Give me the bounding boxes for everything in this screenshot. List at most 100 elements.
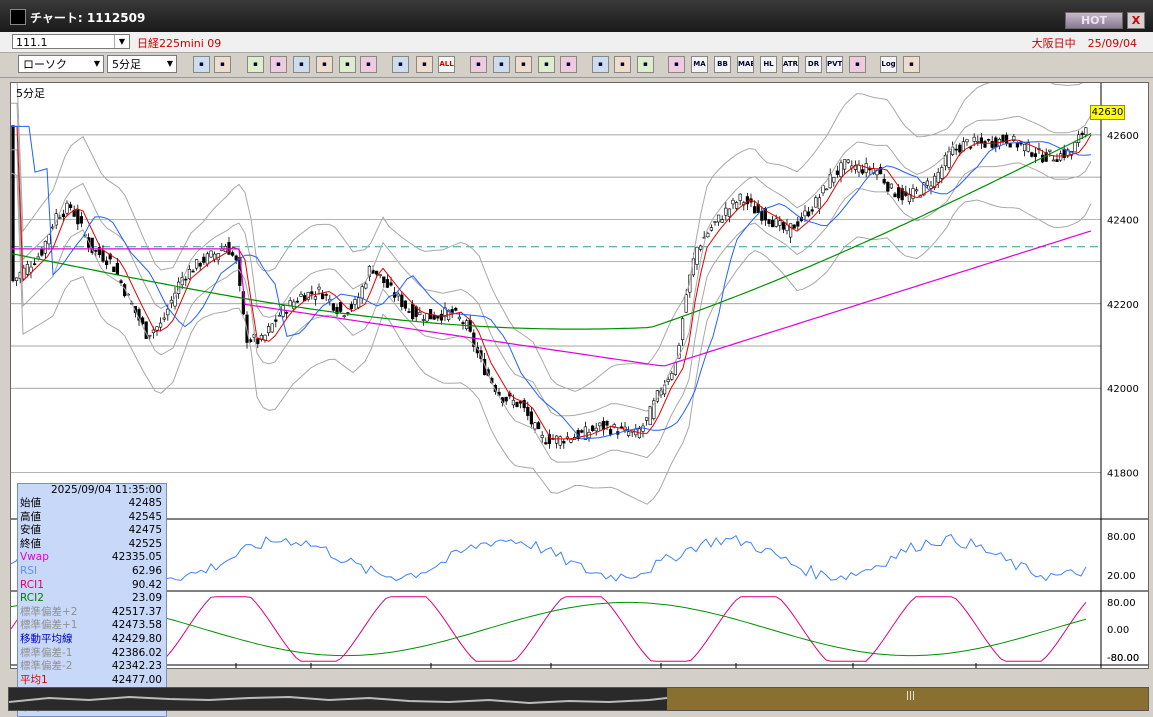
- candle-body: [839, 162, 843, 178]
- market-info: 大阪日中 25/09/04: [1020, 35, 1137, 51]
- candle-body: [565, 436, 569, 439]
- candle-body: [842, 159, 847, 170]
- tool-chart-button[interactable]: ▪: [515, 56, 532, 73]
- candle-body: [979, 137, 983, 143]
- interval-select[interactable]: 5分足 ▼: [107, 55, 177, 73]
- tool-mae-button[interactable]: MAE: [737, 56, 754, 73]
- tool-box-button[interactable]: ▪: [849, 56, 866, 73]
- candle-body: [1059, 153, 1063, 161]
- data-row: 終値 42525: [18, 538, 166, 552]
- tool-color-button[interactable]: ▪: [637, 56, 654, 73]
- candle-body: [295, 300, 300, 303]
- tool-all-button[interactable]: ALL: [438, 56, 455, 73]
- panel-label: 5分足: [16, 87, 45, 100]
- chart-svg[interactable]: 42600 42400 42200 42000 41800 80.00 20.00 80.00…: [11, 83, 1148, 668]
- tool-log-button[interactable]: Log: [880, 56, 897, 73]
- tool-ma-button[interactable]: MA: [691, 56, 708, 73]
- tool-select-button[interactable]: ▪: [316, 56, 333, 73]
- candle-body: [943, 155, 947, 167]
- chart-area[interactable]: 42600 42400 42200 42000 41800 80.00 20.00 80.00…: [10, 82, 1149, 717]
- candle-body: [806, 211, 811, 217]
- tool-candle-b-button[interactable]: ▪: [416, 56, 433, 73]
- candle-body: [342, 315, 346, 318]
- data-row-label: 標準偏差-2: [20, 660, 73, 673]
- moving-average-mid: [11, 125, 1092, 440]
- tool-cursor-button[interactable]: ▪: [214, 56, 231, 73]
- data-row-value: 42473.58: [111, 619, 162, 632]
- tool-eye-button[interactable]: ▪: [560, 56, 577, 73]
- chart-type-select[interactable]: ローソク ▼: [18, 55, 104, 73]
- candle-body: [698, 245, 703, 250]
- tool-paint-button[interactable]: ▪: [592, 56, 609, 73]
- tool-zoom-button[interactable]: ▪: [193, 56, 210, 73]
- candle-body: [119, 280, 123, 284]
- symbol-code-select[interactable]: 111.1 ▼: [12, 34, 130, 49]
- tool-print-button[interactable]: ▪: [360, 56, 377, 73]
- candle-body: [781, 222, 785, 230]
- data-timestamp: 2025/09/04 11:35:00: [50, 484, 162, 496]
- data-row-value: 90.42: [131, 578, 162, 591]
- moving-average-long: [11, 132, 1092, 330]
- candle-body: [752, 206, 757, 214]
- candle-body: [133, 306, 137, 314]
- tool-pvt-button[interactable]: PVT: [826, 56, 843, 73]
- candle-body: [767, 219, 771, 224]
- tool-fib-button[interactable]: ▪: [293, 56, 310, 73]
- candle-body: [166, 308, 170, 316]
- navigator-handle-icon[interactable]: |||: [906, 691, 916, 701]
- candle-body: [461, 322, 465, 325]
- data-row: 標準偏差-1 42386.02: [18, 647, 166, 661]
- data-row: 始値 42485: [18, 497, 166, 511]
- chevron-down-icon[interactable]: ▼: [166, 59, 174, 68]
- time-navigator[interactable]: |||: [8, 687, 1149, 711]
- candle-body: [522, 399, 526, 409]
- candle-body: [231, 252, 235, 256]
- contract-name: 日経225mini 09: [137, 37, 222, 50]
- tool-memo-button[interactable]: ▪: [339, 56, 356, 73]
- candle-body: [97, 246, 101, 256]
- tool-down-button[interactable]: ▪: [470, 56, 487, 73]
- candle-body: [688, 274, 692, 293]
- candle-body: [418, 312, 422, 315]
- candle-body: [886, 181, 890, 192]
- candle-body: [374, 270, 379, 275]
- candle-body: [1030, 152, 1034, 157]
- title-bar[interactable]: チャート: 1112509 HOT X: [0, 0, 1153, 34]
- candle-body: [331, 303, 336, 311]
- tool-trend-button[interactable]: ▪: [270, 56, 287, 73]
- candle-body: [115, 262, 119, 275]
- tool-hand-button[interactable]: ▪: [538, 56, 555, 73]
- tool-hl-button[interactable]: HL: [760, 56, 777, 73]
- candle-body: [673, 362, 677, 375]
- candle-body: [382, 276, 386, 284]
- candle-body: [1008, 142, 1012, 148]
- tool-dr-button[interactable]: DR: [805, 56, 822, 73]
- chevron-down-icon[interactable]: ▼: [114, 35, 129, 48]
- tool-mark-button[interactable]: ▪: [668, 56, 685, 73]
- data-row: RCI2 23.09: [18, 592, 166, 606]
- bollinger-lower-band: [11, 172, 1092, 505]
- navigator-visible-range[interactable]: [667, 688, 1148, 710]
- candle-body: [108, 253, 112, 260]
- candle-body: [976, 141, 980, 143]
- tool-save-button[interactable]: ▪: [903, 56, 920, 73]
- candle-body: [803, 210, 807, 217]
- tool-atr-button[interactable]: ATR: [782, 56, 799, 73]
- candle-body: [11, 125, 15, 282]
- hot-button[interactable]: HOT: [1065, 12, 1123, 29]
- tool-bb-button[interactable]: BB: [714, 56, 731, 73]
- tool-draw-button[interactable]: ▪: [247, 56, 264, 73]
- close-button[interactable]: X: [1127, 12, 1145, 29]
- tool-range-button[interactable]: ▪: [493, 56, 510, 73]
- candle-body: [540, 434, 544, 438]
- data-row: Vwap 42335.05: [18, 551, 166, 565]
- chevron-down-icon[interactable]: ▼: [93, 59, 101, 68]
- candle-body: [792, 224, 796, 229]
- candle-body: [432, 315, 436, 320]
- tool-candle-a-button[interactable]: ▪: [392, 56, 409, 73]
- symbol-bar: 111.1 ▼ 日経225mini 09 大阪日中 25/09/04: [0, 32, 1153, 53]
- candle-body: [385, 279, 390, 288]
- candle-body: [983, 141, 987, 148]
- tool-brush-button[interactable]: ▪: [614, 56, 631, 73]
- current-price-tag: 42630: [1090, 105, 1125, 120]
